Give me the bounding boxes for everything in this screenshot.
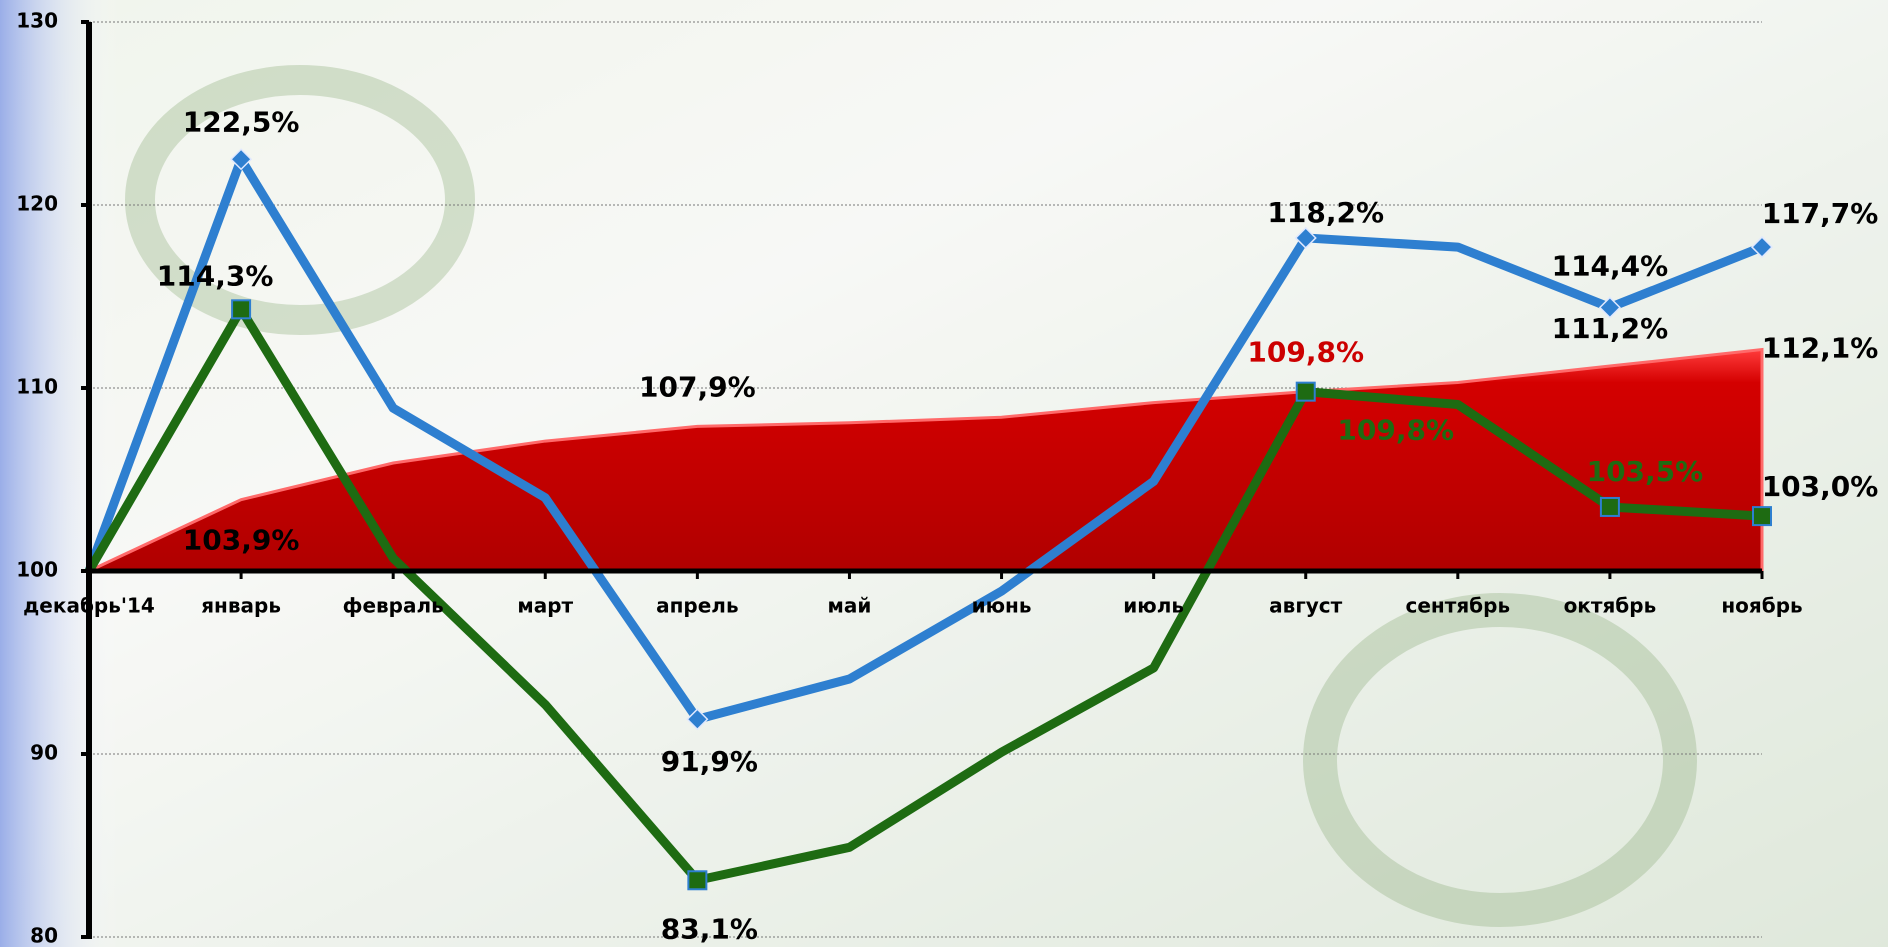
y-tick-label: 100: [16, 558, 58, 582]
data-label: 117,7%: [1762, 197, 1879, 230]
x-tick-label: январь: [201, 594, 281, 618]
y-tick-label: 110: [16, 375, 58, 399]
data-label: 114,4%: [1552, 249, 1669, 282]
y-tick-label: 130: [16, 9, 58, 33]
x-tick-label: февраль: [343, 594, 444, 618]
marker: [1295, 381, 1316, 402]
x-tick-label: октябрь: [1564, 594, 1657, 618]
x-tick-label: июнь: [972, 594, 1032, 618]
bg-decoration: [125, 65, 475, 335]
marker: [1294, 226, 1317, 250]
marker: [231, 299, 252, 320]
x-tick-label: июль: [1123, 594, 1184, 618]
marker: [1750, 236, 1774, 259]
y-tick-label: 80: [30, 924, 58, 947]
area: [88, 347, 1764, 573]
x-tick-label: апрель: [656, 594, 739, 618]
data-label: 112,1%: [1762, 332, 1879, 365]
x-tick-label: март: [517, 594, 573, 618]
data-label: 103,0%: [1762, 470, 1879, 503]
data-label: 83,1%: [661, 912, 758, 945]
left-fade: [0, 0, 120, 947]
x-tick-label: декабрь'14: [23, 594, 155, 618]
data-label: 122,5%: [183, 105, 300, 138]
x-tick-label: ноябрь: [1721, 594, 1802, 618]
x-tick-label: август: [1269, 594, 1342, 618]
line: [85, 304, 1763, 885]
marker: [1598, 296, 1621, 319]
x-tick-label: май: [828, 594, 872, 618]
data-label: 109,8%: [1337, 414, 1454, 447]
data-label: 103,9%: [183, 524, 300, 557]
data-label: 109,8%: [1247, 336, 1364, 369]
y-tick-label: 90: [30, 741, 58, 765]
marker: [686, 708, 709, 731]
y-tick-label: 120: [16, 192, 58, 216]
data-label: 107,9%: [639, 370, 756, 403]
marker: [230, 148, 253, 171]
data-label: 103,5%: [1587, 455, 1704, 488]
bg-decoration: [1303, 593, 1697, 927]
data-label: 118,2%: [1267, 196, 1384, 229]
marker: [1752, 506, 1772, 527]
line: [84, 154, 1764, 724]
data-label: 91,9%: [661, 745, 758, 778]
x-tick-label: сентябрь: [1406, 594, 1511, 618]
marker: [687, 870, 708, 891]
marker: [1599, 496, 1620, 517]
data-label: 114,3%: [157, 259, 274, 292]
